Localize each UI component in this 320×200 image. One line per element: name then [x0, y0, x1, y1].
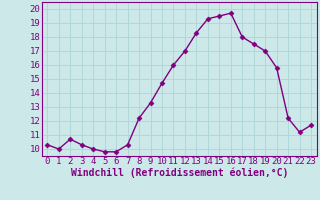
- X-axis label: Windchill (Refroidissement éolien,°C): Windchill (Refroidissement éolien,°C): [70, 168, 288, 178]
